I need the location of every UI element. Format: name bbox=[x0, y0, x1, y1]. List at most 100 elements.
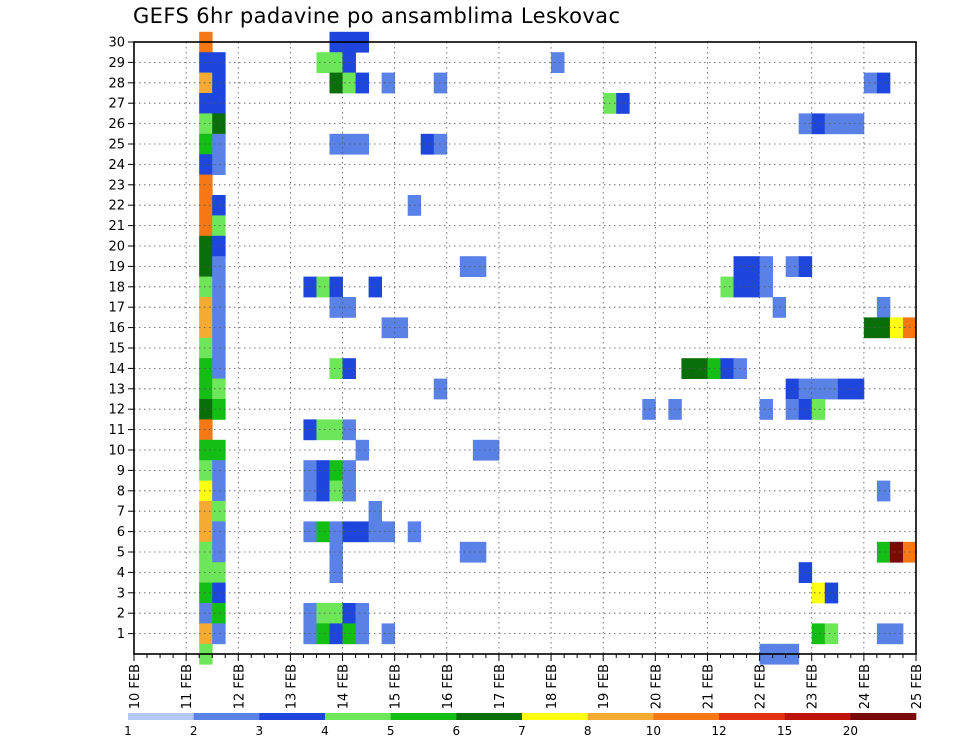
heatmap-cell bbox=[785, 256, 800, 277]
x-tick-label: 19 FEB bbox=[597, 664, 612, 709]
heatmap-cell bbox=[863, 72, 878, 94]
heatmap-cell bbox=[459, 541, 474, 563]
colorbar-label: 1 bbox=[124, 724, 132, 738]
colorbar-swatch bbox=[653, 713, 720, 720]
heatmap-cell bbox=[199, 623, 213, 645]
heatmap-cell bbox=[329, 419, 343, 441]
heatmap-cell bbox=[212, 521, 226, 543]
y-tick-label: 27 bbox=[108, 97, 125, 112]
heatmap-cell bbox=[746, 276, 760, 298]
heatmap-cell bbox=[199, 378, 213, 400]
x-tick-label: 18 FEB bbox=[545, 664, 560, 709]
colorbar-label: 3 bbox=[256, 724, 264, 738]
heatmap-cell bbox=[199, 521, 213, 543]
heatmap-cell bbox=[199, 174, 213, 196]
y-tick-label: 9 bbox=[117, 464, 125, 479]
heatmap-cell bbox=[329, 52, 343, 73]
heatmap-cell bbox=[199, 72, 213, 94]
heatmap-cell bbox=[889, 317, 904, 339]
y-tick-label: 26 bbox=[108, 117, 125, 132]
heatmap-cell bbox=[759, 399, 774, 420]
colorbar-swatch bbox=[325, 713, 391, 720]
heatmap-cell bbox=[863, 317, 878, 339]
y-tick-label: 18 bbox=[108, 280, 125, 295]
y-tick-label: 14 bbox=[108, 362, 125, 377]
heatmap-cell bbox=[199, 399, 213, 420]
heatmap-cell bbox=[199, 215, 213, 237]
x-tick-label: 12 FEB bbox=[232, 664, 247, 709]
heatmap-cell bbox=[811, 113, 826, 135]
heatmap-cell bbox=[420, 133, 435, 155]
heatmap-cell bbox=[199, 480, 213, 502]
y-tick-label: 23 bbox=[108, 178, 125, 193]
y-tick-label: 8 bbox=[117, 484, 125, 499]
heatmap-cell bbox=[199, 256, 213, 277]
heatmap-cell bbox=[212, 93, 226, 114]
x-tick-label: 15 FEB bbox=[389, 664, 404, 709]
heatmap-cell bbox=[381, 72, 396, 94]
heatmap-cell bbox=[329, 460, 343, 481]
x-tick-label: 20 FEB bbox=[649, 664, 664, 709]
heatmap-cell bbox=[876, 541, 891, 563]
heatmap-cell bbox=[355, 133, 369, 155]
heatmap-cell bbox=[199, 93, 213, 114]
y-tick-label: 22 bbox=[108, 199, 125, 214]
y-tick-label: 24 bbox=[108, 158, 125, 173]
heatmap-cell bbox=[824, 113, 839, 135]
x-tick-label: 11 FEB bbox=[180, 664, 195, 709]
heatmap-cell bbox=[316, 623, 330, 645]
heatmap-cell bbox=[329, 623, 343, 645]
heatmap-cell bbox=[212, 276, 226, 298]
heatmap-cell bbox=[199, 297, 213, 318]
heatmap-cell bbox=[329, 358, 343, 379]
colorbar-label: 2 bbox=[190, 724, 198, 738]
heatmap-cell bbox=[199, 276, 213, 298]
heatmap-cell bbox=[199, 439, 213, 461]
x-tick-label: 17 FEB bbox=[493, 664, 508, 709]
heatmap-cell bbox=[212, 562, 226, 583]
heatmap-cell bbox=[876, 317, 891, 339]
heatmap-cell bbox=[381, 521, 396, 543]
heatmap-cell bbox=[199, 358, 213, 379]
heatmap-cell bbox=[811, 582, 826, 604]
y-axis: 1234567891011121314151617181920212223242… bbox=[108, 36, 134, 642]
x-tick-label: 24 FEB bbox=[858, 664, 873, 709]
heatmap-cell bbox=[681, 358, 695, 379]
colorbar-label: 7 bbox=[518, 724, 526, 738]
heatmap-cell bbox=[381, 623, 396, 645]
heatmap-cell bbox=[355, 521, 369, 543]
heatmap-cell bbox=[746, 256, 760, 277]
heatmap-cell bbox=[329, 133, 343, 155]
heatmap-cell bbox=[316, 521, 330, 543]
colorbar-label: 4 bbox=[321, 724, 329, 738]
heatmap-cell bbox=[212, 235, 226, 257]
heatmap-cell bbox=[199, 154, 213, 175]
colorbar-swatch bbox=[587, 713, 654, 720]
heatmap-cell bbox=[616, 93, 630, 114]
heatmap-cell bbox=[876, 297, 891, 318]
y-tick-label: 28 bbox=[108, 76, 125, 91]
heatmap-cell bbox=[355, 72, 369, 94]
heatmap-cell bbox=[785, 378, 800, 400]
colorbar-swatch bbox=[850, 713, 917, 720]
heatmap-cell bbox=[329, 562, 343, 583]
heatmap-cell bbox=[785, 399, 800, 420]
heatmap-cell bbox=[212, 358, 226, 379]
y-tick-label: 5 bbox=[117, 546, 125, 561]
chart-title: GEFS 6hr padavine po ansamblima Leskovac bbox=[133, 4, 621, 28]
y-tick-label: 3 bbox=[117, 586, 125, 601]
heatmap-cell bbox=[824, 623, 839, 645]
heatmap-cell bbox=[199, 460, 213, 481]
heatmap-cell bbox=[199, 337, 213, 359]
heatmap-cell bbox=[199, 541, 213, 563]
cells-layer bbox=[199, 31, 917, 665]
heatmap-cell bbox=[824, 378, 839, 400]
heatmap-cell bbox=[889, 541, 904, 563]
heatmap-cell bbox=[316, 460, 330, 481]
heatmap-cell bbox=[212, 256, 226, 277]
heatmap-cell bbox=[811, 378, 826, 400]
colorbar-swatch bbox=[259, 713, 326, 720]
colorbar-swatch bbox=[784, 713, 851, 720]
x-axis: 10 FEB 11 FEB 12 FEB 13 FEB 14 FEB 15 FEB 16 F… bbox=[128, 654, 925, 709]
y-tick-label: 16 bbox=[108, 321, 125, 336]
